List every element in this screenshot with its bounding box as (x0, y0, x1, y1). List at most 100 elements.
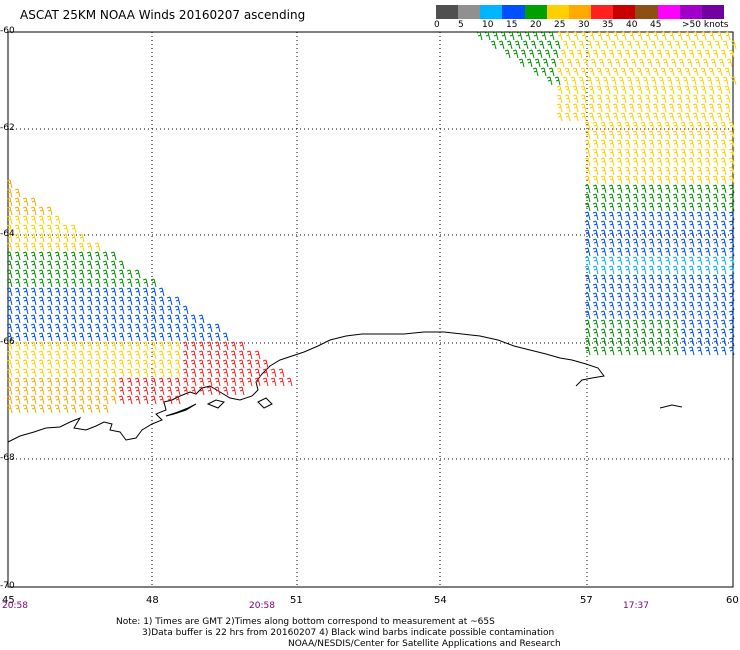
wind-barb (102, 341, 109, 351)
wind-barb (22, 197, 29, 207)
wind-barb (616, 193, 623, 203)
wind-barb (22, 305, 29, 315)
wind-barb (62, 296, 69, 306)
wind-barb (46, 215, 53, 225)
wind-barb (712, 310, 719, 320)
wind-barb (38, 350, 45, 360)
wind-barb (610, 40, 617, 50)
wind-barb (712, 238, 719, 248)
wind-barb (696, 292, 703, 302)
wind-barb (616, 328, 623, 338)
legend-label: 25 (554, 20, 566, 30)
wind-barb (648, 211, 655, 221)
wind-barb (498, 40, 505, 50)
wind-barb (118, 395, 125, 405)
wind-barb (70, 233, 77, 243)
wind-barb (94, 269, 101, 279)
wind-barb (676, 67, 683, 77)
wind-barb (46, 332, 53, 342)
wind-barb (94, 305, 101, 315)
wind-barb (672, 175, 679, 185)
wind-barb (624, 256, 631, 266)
wind-barb (46, 314, 53, 324)
wind-barb (622, 58, 629, 68)
wind-barb (54, 233, 61, 243)
footnote-line: NOAA/NESDIS/Center for Satellite Applica… (288, 639, 561, 649)
wind-barb (704, 292, 711, 302)
wind-barb (6, 377, 13, 387)
wind-barb (86, 341, 93, 351)
wind-barb (270, 377, 277, 387)
wind-barb (600, 148, 607, 158)
wind-barb (728, 166, 735, 176)
wind-barb (584, 193, 591, 203)
wind-barb (70, 278, 77, 288)
wind-barb (640, 157, 647, 167)
wind-barb (70, 269, 77, 279)
wind-barb (238, 386, 245, 396)
wind-barb (602, 40, 609, 50)
wind-barb (254, 359, 261, 369)
wind-barb (588, 103, 595, 113)
wind-barb (166, 395, 173, 405)
wind-barb (604, 103, 611, 113)
wind-barb (728, 220, 735, 230)
wind-barb (704, 238, 711, 248)
wind-barb (38, 386, 45, 396)
wind-barb (46, 395, 53, 405)
wind-barb (678, 58, 685, 68)
footnote-line: 3)Data buffer is 22 hrs from 20160207 4)… (142, 628, 555, 638)
wind-barb (22, 269, 29, 279)
wind-barb (686, 58, 693, 68)
wind-barb (658, 76, 665, 86)
wind-barb (632, 184, 639, 194)
wind-barb (680, 166, 687, 176)
wind-barb (624, 337, 631, 347)
wind-barb (688, 49, 695, 59)
wind-barb (604, 94, 611, 104)
wind-barb (702, 58, 709, 68)
wind-barb (110, 386, 117, 396)
wind-barb (712, 211, 719, 221)
wind-barb (584, 49, 591, 59)
wind-barb (640, 274, 647, 284)
wind-barb (86, 395, 93, 405)
wind-barb (580, 112, 587, 122)
wind-barb (14, 197, 21, 207)
wind-barb (654, 58, 661, 68)
wind-barb (134, 323, 141, 333)
wind-barb (712, 139, 719, 149)
wind-barb (646, 58, 653, 68)
wind-barb (624, 175, 631, 185)
wind-barb (86, 287, 93, 297)
wind-barb (102, 287, 109, 297)
wind-barb (600, 166, 607, 176)
wind-barb (680, 184, 687, 194)
wind-barb (166, 323, 173, 333)
wind-barb (700, 31, 707, 41)
wind-barb (94, 332, 101, 342)
wind-barb (134, 350, 141, 360)
wind-barb (712, 265, 719, 275)
wind-barb (578, 40, 585, 50)
wind-barb (62, 341, 69, 351)
wind-barb (246, 359, 253, 369)
wind-barb (668, 85, 675, 95)
wind-barb (206, 377, 213, 387)
wind-barb (14, 395, 21, 405)
wind-barb (676, 31, 683, 41)
wind-barb (680, 148, 687, 158)
wind-barb (632, 157, 639, 167)
wind-barb (708, 85, 715, 95)
wind-barb (22, 359, 29, 369)
wind-barb (656, 301, 663, 311)
wind-barb (14, 260, 21, 270)
wind-barb (102, 359, 109, 369)
wind-barb (22, 332, 29, 342)
wind-barb (720, 337, 727, 347)
wind-barb (118, 350, 125, 360)
wind-barb (14, 368, 21, 378)
lon-label: 60 (726, 595, 739, 606)
wind-barb (596, 103, 603, 113)
wind-barb (22, 287, 29, 297)
